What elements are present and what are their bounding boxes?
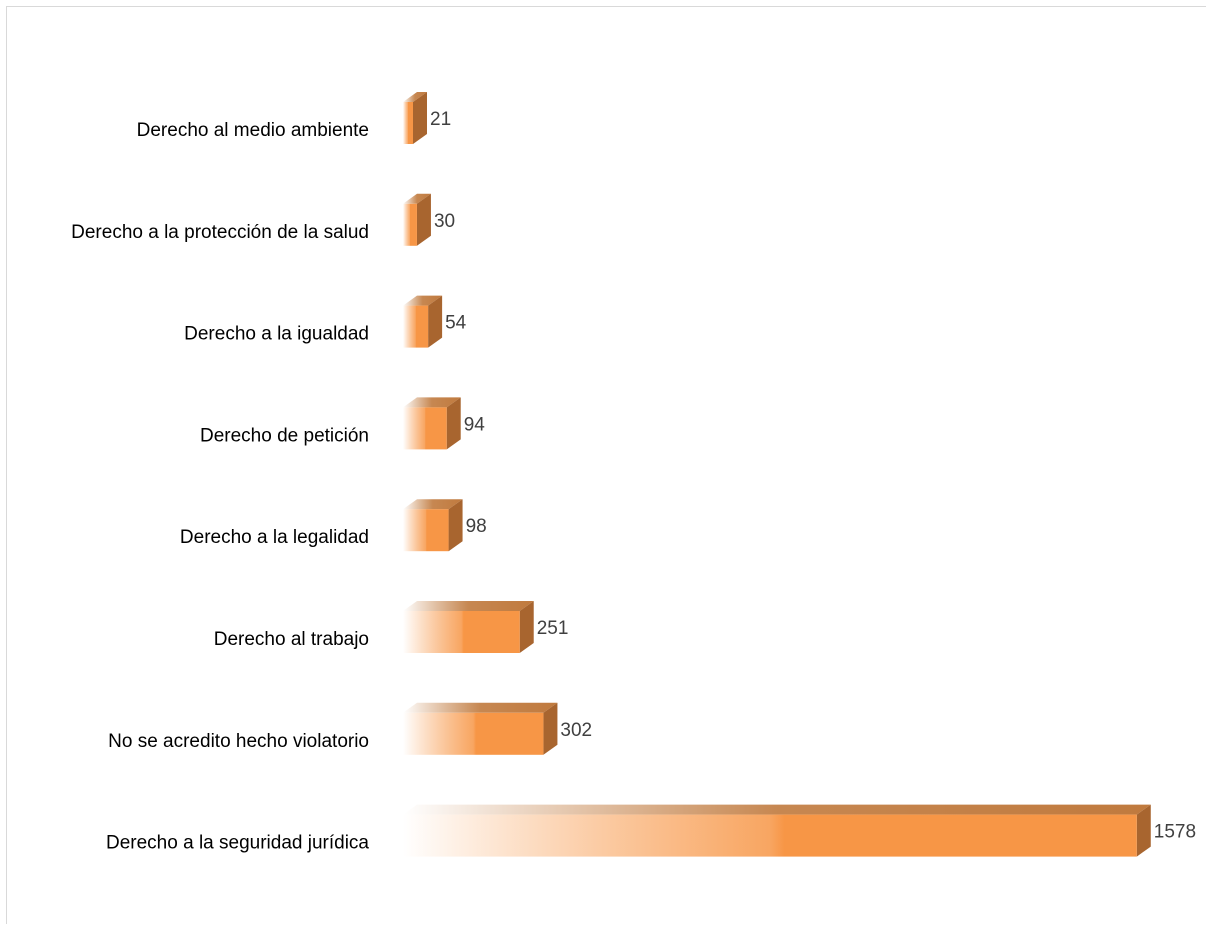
- bar-side-face: [446, 397, 461, 450]
- category-label: Derecho al medio ambiente: [137, 120, 369, 141]
- value-label: 94: [464, 414, 486, 435]
- bar-side-face: [519, 601, 534, 653]
- bar-front-face: [403, 102, 413, 144]
- category-label: No se acredito hecho violatorio: [108, 731, 369, 752]
- bar-side-face: [428, 295, 443, 348]
- bar-side-face: [413, 92, 427, 144]
- bar-4: [403, 397, 461, 450]
- bar-3: [403, 295, 443, 348]
- chart-frame: [6, 6, 1206, 924]
- category-label: Derecho de petición: [200, 425, 369, 446]
- bar-top-face: [403, 295, 443, 306]
- bar-front-face: [403, 305, 429, 348]
- value-label: 302: [560, 720, 592, 741]
- category-label: Derecho a la igualdad: [184, 324, 369, 345]
- value-label: 98: [466, 516, 487, 537]
- bar-top-face: [403, 193, 431, 204]
- bar-top-face: [403, 92, 427, 102]
- bar-front-face: [403, 509, 449, 552]
- bar-1: [403, 92, 427, 144]
- bar-front-face: [403, 712, 544, 755]
- bar-7: [403, 702, 558, 755]
- category-label: Derecho al trabajo: [214, 629, 369, 650]
- bar-front-face: [403, 203, 417, 246]
- labels-layer: 21 Derecho al medio ambiente 30 Derecho a l…: [71, 109, 1196, 854]
- bar-top-face: [403, 804, 1151, 815]
- bars-layer: [403, 92, 1151, 857]
- bar-top-face: [403, 397, 461, 408]
- bar-5: [403, 499, 463, 552]
- category-label: Derecho a la protección de la salud: [71, 222, 369, 243]
- bar-6: [403, 601, 534, 653]
- bar-side-face: [416, 193, 431, 246]
- category-label: Derecho a la legalidad: [180, 527, 369, 548]
- bar-top-face: [403, 702, 558, 713]
- bar-top-face: [403, 499, 463, 510]
- bar-front-face: [403, 407, 447, 450]
- bar-8: [403, 804, 1151, 857]
- value-label: 54: [445, 313, 467, 334]
- value-label: 251: [537, 618, 569, 639]
- value-label: 21: [430, 109, 451, 130]
- bar-side-face: [448, 499, 463, 552]
- category-label: Derecho a la seguridad jurídica: [106, 833, 369, 854]
- bar-front-face: [403, 814, 1137, 857]
- bar-top-face: [403, 601, 534, 611]
- bar-side-face: [1136, 804, 1151, 857]
- value-label: 1578: [1154, 822, 1196, 843]
- bar-2: [403, 193, 431, 246]
- bar-front-face: [403, 611, 520, 653]
- value-label: 30: [434, 211, 455, 232]
- bar-side-face: [543, 702, 558, 755]
